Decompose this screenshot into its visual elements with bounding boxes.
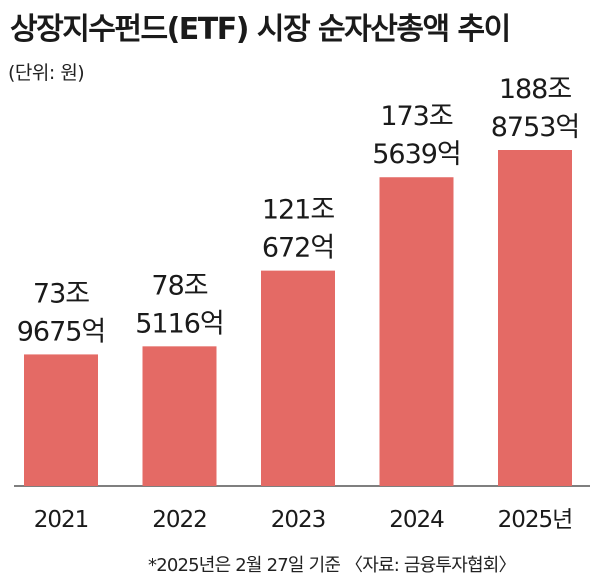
data-label-1-1: 73조 [33,278,89,309]
unit-label: (단위: 원) [8,62,85,84]
bar-4 [379,177,454,487]
data-label-2-2: 5116억 [135,308,224,339]
x-tick-label-3: 2023 [271,507,326,533]
x-tick-label-1: 2021 [34,507,89,533]
bar-2 [142,346,217,486]
data-label-4-1: 173조 [380,101,453,132]
x-tick-label-4: 2024 [389,507,444,533]
bar-1 [24,354,98,486]
data-label-3-2: 672억 [262,233,334,264]
data-label-5-2: 8753억 [491,112,580,143]
bar-5 [498,150,572,486]
bar-3 [261,270,335,486]
data-label-4-2: 5639억 [372,139,461,170]
footnote: *2025년은 2월 27일 기준 〈자료: 금융투자협회〉 [148,555,516,576]
data-label-3-1: 121조 [262,195,335,226]
x-tick-label-5: 2025년 [498,507,573,533]
data-label-5-1: 188조 [499,74,572,105]
x-tick-label-2: 2022 [152,507,207,533]
data-label-1-2: 9675억 [17,316,106,347]
chart-title: 상장지수펀드(ETF) 시장 순자산총액 추이 [10,12,511,47]
data-label-2-1: 78조 [151,270,207,301]
